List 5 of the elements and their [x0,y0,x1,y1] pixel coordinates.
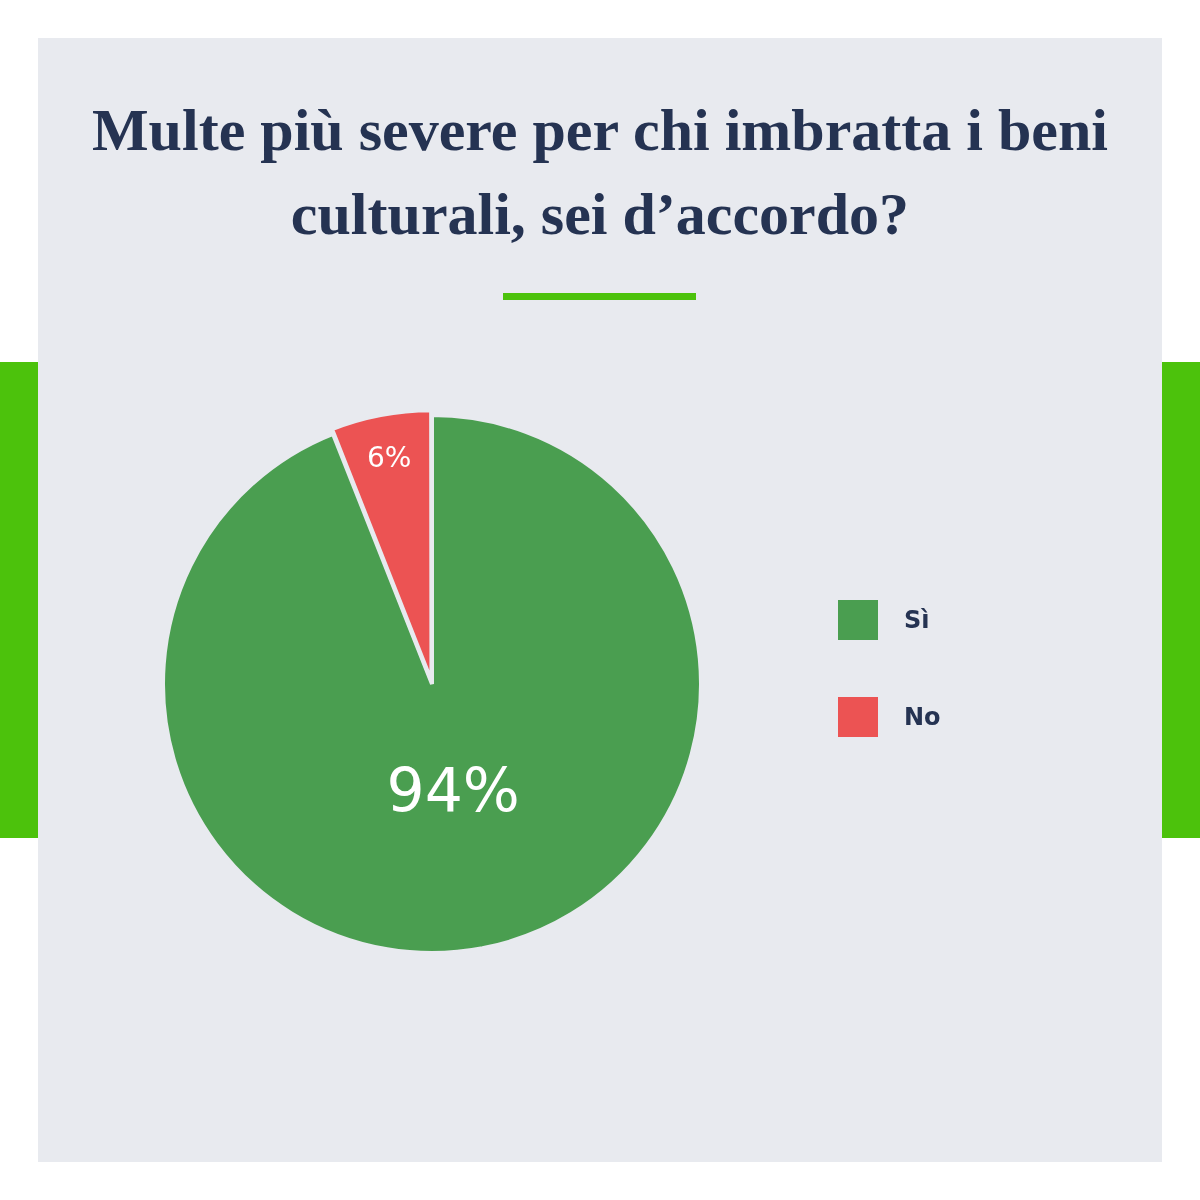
data-label: 6% [366,440,412,474]
chart-title: Multe più severe per chi imbratta i beni culturali, sei d’accordo? [91,96,1109,249]
data-label: 94% [386,754,520,825]
legend-label: No [904,703,941,731]
legend-label: Sì [904,606,930,634]
